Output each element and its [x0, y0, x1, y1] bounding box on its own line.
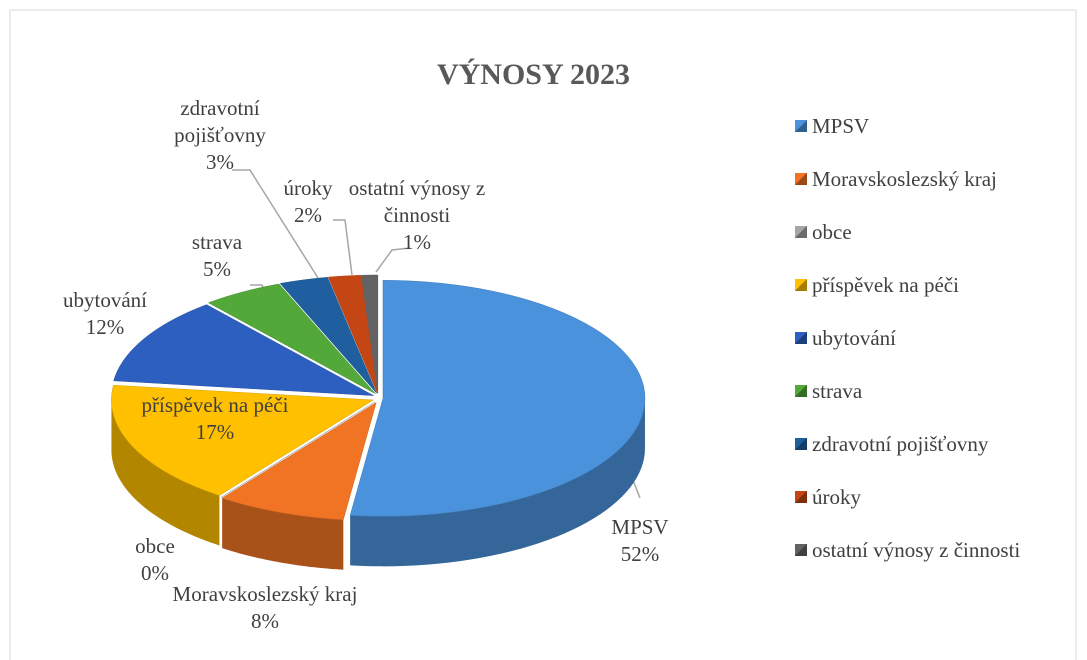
slice-sides	[111, 398, 645, 570]
leader-line	[333, 219, 353, 276]
legend-swatch	[795, 544, 807, 556]
slice-side	[350, 398, 645, 567]
leader-line	[375, 247, 411, 273]
legend-swatch	[795, 491, 807, 503]
legend-entry: zdravotní pojišťovny	[795, 432, 988, 457]
data-label-name: Moravskoslezský kraj	[172, 582, 358, 606]
slice-side	[222, 498, 344, 570]
legend-label: MPSV	[812, 114, 870, 138]
data-label: strava 5%	[182, 229, 252, 283]
chart-title: VÝNOSY 2023	[436, 58, 631, 91]
data-label-name: ostatní výnosy z činnosti	[348, 176, 486, 227]
legend-label: ubytování	[812, 326, 896, 350]
data-label-name: ubytování	[63, 288, 147, 312]
legend-label: příspěvek na péči	[812, 273, 959, 297]
legend-swatch	[795, 226, 807, 238]
data-label: MPSV 52%	[585, 514, 695, 568]
legend-label: obce	[812, 220, 852, 244]
pie-slice	[349, 280, 646, 517]
pie-slice	[327, 275, 378, 394]
legend-swatch	[795, 173, 807, 185]
data-label-value: 0%	[141, 561, 169, 585]
data-label: zdravotní pojišťovny 3%	[150, 95, 290, 176]
legend-swatch	[795, 120, 807, 132]
pie-slice	[111, 384, 375, 496]
legend-label: zdravotní pojišťovny	[812, 432, 989, 456]
data-label-value: 5%	[203, 257, 231, 281]
data-label: příspěvek na péči 17%	[115, 392, 315, 446]
data-label-value: 3%	[206, 150, 234, 174]
pie-slice	[361, 274, 379, 394]
slice-side	[111, 399, 220, 546]
pie-slice	[207, 283, 376, 394]
data-label-value: 17%	[195, 420, 235, 444]
data-label: obce 0%	[125, 533, 185, 587]
pie-slice	[221, 402, 377, 520]
data-label: ubytování 12%	[45, 287, 165, 341]
data-label-value: 2%	[294, 203, 322, 227]
data-label-name: příspěvek na péči	[141, 393, 289, 417]
data-label-value: 1%	[403, 230, 431, 254]
legend-swatch	[795, 438, 807, 450]
legend-entry: ostatní výnosy z činnosti	[795, 538, 1020, 563]
legend-label: úroky	[812, 485, 861, 509]
pie-slice	[113, 304, 374, 396]
data-label-name: strava	[191, 230, 243, 254]
data-label-name: MPSV	[611, 515, 669, 539]
data-label-name: zdravotní pojišťovny	[174, 96, 266, 147]
leader-line	[232, 169, 319, 279]
data-label-value: 8%	[251, 609, 279, 633]
slice-tops	[111, 274, 646, 520]
legend-label: strava	[812, 379, 863, 403]
legend-entry: příspěvek na péči	[795, 273, 959, 298]
data-label-name: úroky	[283, 176, 333, 200]
legend-swatch	[795, 279, 807, 291]
legend-swatch	[795, 385, 807, 397]
legend-entry: obce	[795, 220, 852, 245]
data-label: ostatní výnosy z činnosti 1%	[322, 175, 512, 256]
data-label-value: 52%	[620, 542, 660, 566]
pie-slice	[279, 277, 377, 394]
legend-label: Moravskoslezský kraj	[812, 167, 997, 191]
data-label: Moravskoslezský kraj 8%	[170, 581, 360, 635]
legend-entry: strava	[795, 379, 862, 404]
legend-label: ostatní výnosy z činnosti	[812, 538, 1021, 562]
data-label-name: obce	[135, 534, 175, 558]
legend-entry: MPSV	[795, 114, 869, 139]
data-label-value: 12%	[85, 315, 125, 339]
legend-entry: úroky	[795, 485, 861, 510]
data-label: úroky 2%	[273, 175, 343, 229]
legend-swatch	[795, 332, 807, 344]
legend-entry: ubytování	[795, 326, 896, 351]
legend-entry: Moravskoslezský kraj	[795, 167, 997, 192]
